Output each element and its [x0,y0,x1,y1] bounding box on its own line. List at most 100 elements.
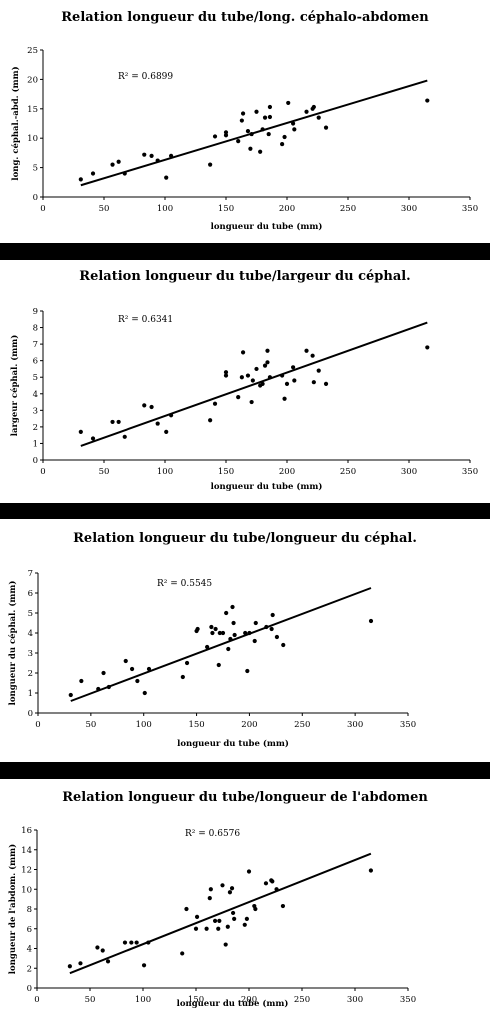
x-tick-label: 300 [347,720,363,730]
data-point [210,630,215,636]
data-point [267,114,273,120]
data-point [253,620,258,626]
data-point [258,149,263,154]
data-point [242,922,247,927]
data-point [122,434,127,439]
data-point [68,692,73,698]
data-point [247,630,252,636]
data-point [250,378,255,383]
x-axis-label: longueur du tube (mm) [177,738,289,749]
x-tick-label: 200 [241,720,257,730]
data-point [267,104,273,110]
data-point [231,910,236,916]
data-point [180,951,185,956]
data-point [265,360,270,365]
data-point [245,668,250,674]
y-tick-label: 2 [27,964,32,974]
data-point [207,896,212,901]
data-point [267,375,273,380]
data-point [260,381,265,386]
data-point [425,345,430,350]
r-squared-annotation: R² = 0.6899 [118,72,173,82]
data-point [116,419,121,425]
data-point [311,104,316,110]
y-tick-label: 6 [33,357,38,367]
data-point [223,370,229,375]
x-tick-label: 350 [400,995,416,1005]
x-tick-label: 300 [347,995,363,1005]
data-point [78,961,83,966]
data-point [239,118,244,123]
data-point [100,948,105,953]
data-point [208,887,213,892]
trendline [80,321,428,447]
x-tick-label: 50 [99,467,110,477]
data-point [286,100,291,106]
x-tick-label: 0 [34,995,39,1005]
data-point [141,963,147,968]
data-point [231,620,236,626]
x-tick-label: 300 [401,204,417,214]
data-point [249,399,254,405]
data-point [280,903,286,909]
trendline [70,587,372,702]
data-point [67,964,72,969]
chart-title: Relation longueur du tube/long. céphalo-… [61,10,429,25]
data-point [110,419,115,425]
data-point [240,350,246,355]
data-point [248,146,253,151]
chart-panel-1: Relation longueur du tube/long. céphalo-… [0,0,490,243]
data-point [291,121,296,126]
data-point [184,660,190,666]
data-point [311,380,316,385]
data-point [216,926,221,931]
x-tick-label: 350 [462,467,478,477]
data-point [223,373,229,378]
y-axis-label: largeur céphal. (mm) [9,335,20,437]
x-tick-label: 300 [401,467,417,477]
x-tick-label: 200 [241,995,257,1005]
data-point [129,940,134,945]
y-tick-label: 8 [33,324,38,334]
x-tick-label: 100 [157,204,173,214]
data-point [263,881,269,886]
scatter-chart-1: Relation longueur du tube/long. céphalo-… [10,10,478,232]
scatter-chart-4: Relation longueur du tube/longueur de l'… [7,790,428,1009]
x-tick-label: 250 [340,467,356,477]
y-tick-label: 9 [33,307,38,317]
data-point [129,666,135,672]
data-point [212,134,218,139]
data-point [180,674,185,680]
data-point [105,959,111,964]
y-tick-label: 10 [27,134,38,144]
data-point [316,368,321,373]
y-tick-label: 4 [27,945,32,955]
trendline [69,852,372,975]
data-point [216,662,221,668]
y-axis-label: longueur de l'abdom. (mm) [7,844,18,974]
data-point [223,942,228,947]
data-point [146,940,151,945]
chart-title: Relation longueur du tube/longueur de l'… [62,790,428,805]
data-point [304,109,309,114]
data-point [212,401,218,406]
r-squared-annotation: R² = 0.6576 [185,829,240,839]
data-point [90,436,96,441]
data-point [282,396,287,401]
x-tick-label: 100 [157,467,173,477]
chart-title: Relation longueur du tube/longueur du cé… [73,531,417,546]
x-tick-label: 350 [400,720,416,730]
data-point [169,153,174,158]
data-point [204,926,209,931]
data-point [265,348,270,353]
data-point [101,670,106,676]
y-tick-label: 1 [28,689,33,699]
data-point [304,348,309,353]
data-point [368,868,373,873]
data-point [193,926,199,931]
data-point [164,429,169,434]
y-tick-label: 16 [21,826,32,836]
data-point [220,883,225,888]
data-point [223,130,229,135]
data-point [122,940,128,945]
